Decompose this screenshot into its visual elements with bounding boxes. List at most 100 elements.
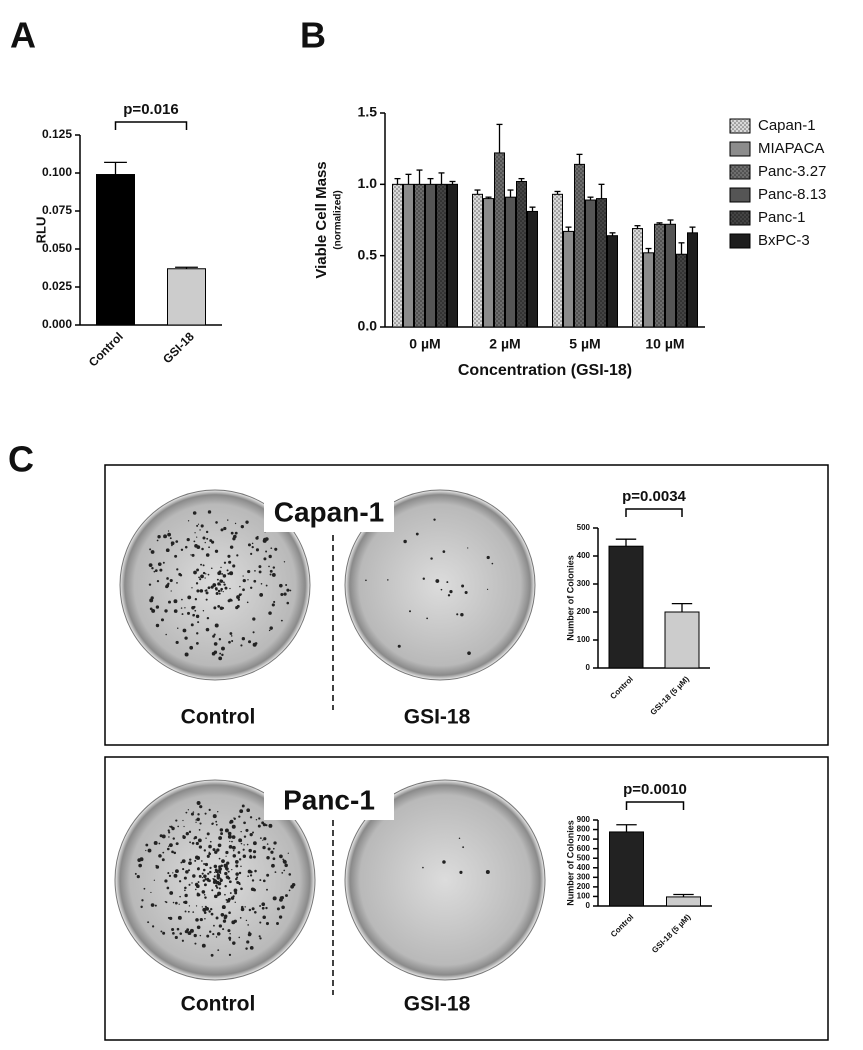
colony-dot — [259, 921, 262, 924]
colony-dot — [195, 918, 199, 922]
colony-dot — [222, 919, 227, 923]
bar — [483, 198, 494, 328]
colony-dot — [191, 882, 193, 884]
colony-dot — [250, 887, 255, 891]
colony-dot — [215, 521, 218, 524]
colony-dot — [245, 947, 248, 950]
colony-dot — [449, 590, 453, 594]
colony-dot — [187, 809, 190, 811]
colony-dot — [171, 544, 173, 547]
colony-dot — [467, 651, 471, 656]
colony-dot — [181, 613, 184, 616]
y-tick-label: 0.075 — [42, 203, 72, 217]
colony-dot — [486, 588, 489, 590]
colony-dot — [440, 588, 443, 591]
colony-dot — [195, 821, 197, 823]
colony-dot — [232, 941, 236, 945]
colony-dot — [243, 835, 247, 838]
colony-dot — [242, 848, 245, 851]
colony-dot — [192, 811, 195, 813]
colony-dot — [248, 640, 252, 644]
bar — [585, 199, 596, 328]
colony-dot — [217, 605, 221, 608]
colony-dot — [185, 870, 189, 874]
colony-dot — [198, 845, 203, 849]
colony-dot — [184, 652, 189, 657]
colony-dot — [246, 808, 251, 813]
colony-dot — [209, 866, 212, 869]
colony-dot — [235, 877, 238, 881]
colony-dot — [224, 893, 226, 896]
colony-dot — [243, 844, 245, 846]
colony-dot — [288, 889, 291, 892]
colony-dot — [227, 831, 232, 836]
colony-dot — [458, 837, 461, 840]
colony-dot — [191, 841, 195, 845]
y-axis-label: RLU — [33, 217, 48, 244]
colony-dot — [235, 872, 239, 876]
colony-dot — [199, 822, 202, 825]
bar — [403, 183, 414, 328]
colony-dot — [191, 553, 195, 557]
colony-dot — [168, 845, 170, 847]
colony-dot — [422, 577, 425, 580]
y-tick-label: 200 — [577, 882, 591, 891]
colony-dot — [187, 910, 190, 913]
y-tick-label: 0.0 — [358, 318, 378, 334]
bar — [666, 896, 701, 907]
colony-dot — [446, 581, 449, 584]
colony-dot — [226, 861, 230, 865]
colony-dot — [171, 541, 173, 543]
y-tick-label: 0 — [586, 663, 591, 672]
colony-dot — [181, 859, 186, 863]
colony-dot — [229, 840, 231, 843]
colony-dot — [220, 832, 223, 835]
colony-dot — [219, 584, 222, 586]
colony-dot — [274, 547, 278, 551]
colony-dot — [188, 883, 191, 886]
colony-dot — [167, 530, 170, 532]
colony-dot — [249, 854, 252, 857]
colony-dot — [213, 864, 218, 869]
significance-bracket — [625, 508, 683, 517]
colony-dot — [177, 825, 180, 828]
colony-dot — [204, 541, 206, 544]
p-value: p=0.0010 — [623, 781, 687, 798]
colony-dot — [221, 572, 224, 575]
colony-dot — [219, 579, 224, 583]
colony-dot — [240, 830, 242, 833]
colony-dot — [205, 907, 209, 911]
colony-dot — [282, 859, 287, 864]
colony-dot — [195, 582, 199, 585]
colony-dot — [161, 834, 166, 839]
colony-dot — [193, 605, 196, 609]
colony-dot — [172, 837, 175, 840]
colony-dot — [157, 535, 161, 539]
x-tick-label: 5 µM — [569, 336, 600, 352]
colony-dot — [234, 522, 237, 525]
y-tick-label: 900 — [577, 815, 591, 824]
colony-dot — [228, 560, 232, 564]
bar — [607, 235, 618, 328]
colony-dot — [210, 953, 214, 957]
bar — [505, 196, 516, 328]
colony-dot — [486, 555, 490, 560]
colony-dot — [200, 574, 204, 579]
colony-dot — [259, 937, 262, 940]
colony-dot — [262, 879, 266, 883]
colony-dot — [180, 548, 184, 551]
colony-dot — [193, 933, 197, 938]
colony-dot — [171, 927, 175, 932]
colony-dot — [254, 569, 256, 572]
colony-dot — [143, 887, 146, 890]
legend-label: Panc-3.27 — [758, 163, 826, 180]
colony-dot — [194, 609, 197, 612]
colony-dot — [165, 901, 168, 904]
colony-dot — [229, 587, 231, 590]
bar — [425, 183, 436, 328]
colony-dot — [224, 885, 227, 888]
colony-dot — [231, 640, 234, 643]
colony-dot — [219, 652, 222, 655]
y-tick-label: 1.0 — [358, 175, 378, 191]
colony-dot — [223, 863, 228, 868]
